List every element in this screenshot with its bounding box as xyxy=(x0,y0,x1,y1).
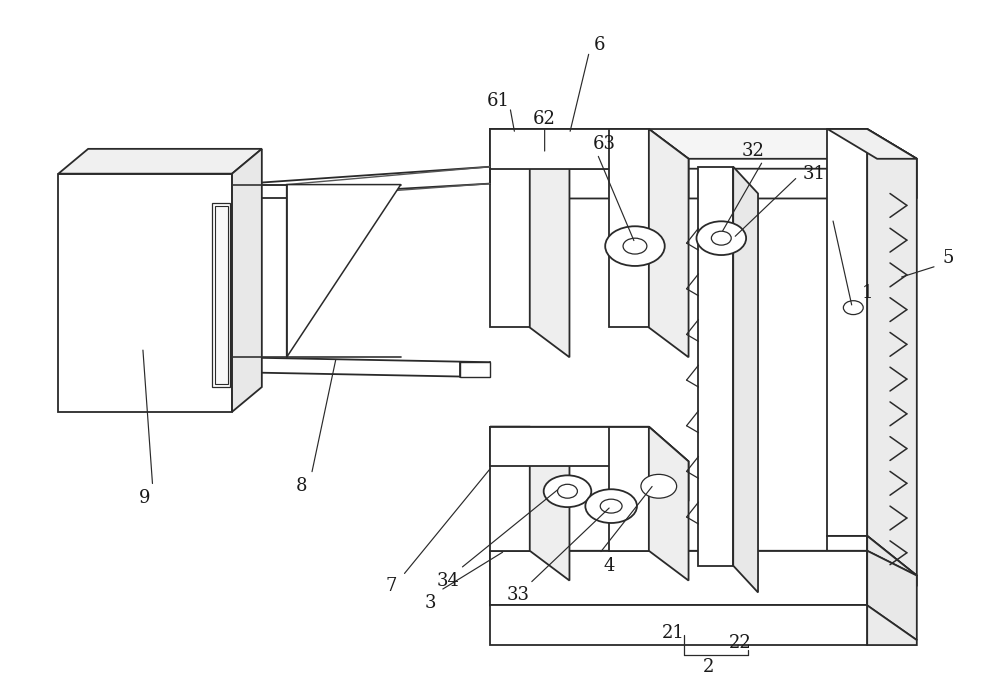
Ellipse shape xyxy=(558,484,577,498)
Polygon shape xyxy=(490,129,649,169)
Ellipse shape xyxy=(544,475,591,507)
Polygon shape xyxy=(58,174,232,412)
Polygon shape xyxy=(490,605,917,640)
Polygon shape xyxy=(490,129,569,159)
Polygon shape xyxy=(490,551,917,575)
Polygon shape xyxy=(490,169,917,198)
Polygon shape xyxy=(530,427,569,581)
Polygon shape xyxy=(649,427,689,501)
Polygon shape xyxy=(490,129,530,328)
Polygon shape xyxy=(212,204,230,387)
Ellipse shape xyxy=(605,226,665,266)
Polygon shape xyxy=(58,149,262,174)
Text: 61: 61 xyxy=(487,92,510,110)
Polygon shape xyxy=(827,129,867,536)
Ellipse shape xyxy=(623,238,647,254)
Polygon shape xyxy=(867,129,917,575)
Polygon shape xyxy=(649,129,689,357)
Polygon shape xyxy=(530,129,569,357)
Polygon shape xyxy=(490,427,530,551)
Text: 4: 4 xyxy=(603,556,615,575)
Text: 2: 2 xyxy=(703,658,714,676)
Ellipse shape xyxy=(585,489,637,523)
Ellipse shape xyxy=(641,475,677,498)
Text: 5: 5 xyxy=(943,249,954,267)
Polygon shape xyxy=(490,129,917,159)
Polygon shape xyxy=(490,129,540,198)
Ellipse shape xyxy=(696,221,746,255)
Polygon shape xyxy=(287,185,401,357)
Polygon shape xyxy=(232,185,287,198)
Text: 62: 62 xyxy=(533,110,556,128)
Polygon shape xyxy=(215,206,228,384)
Text: 32: 32 xyxy=(742,142,764,160)
Polygon shape xyxy=(649,427,689,581)
Polygon shape xyxy=(490,129,689,159)
Polygon shape xyxy=(733,167,758,592)
Text: 8: 8 xyxy=(296,477,307,496)
Polygon shape xyxy=(698,167,733,566)
Polygon shape xyxy=(649,129,689,198)
Ellipse shape xyxy=(711,232,731,245)
Ellipse shape xyxy=(600,499,622,513)
Text: 31: 31 xyxy=(803,165,826,183)
Polygon shape xyxy=(867,605,917,645)
Text: 33: 33 xyxy=(506,586,529,605)
Polygon shape xyxy=(232,149,262,412)
Text: 1: 1 xyxy=(861,284,873,302)
Polygon shape xyxy=(490,427,689,462)
Polygon shape xyxy=(827,129,917,159)
Polygon shape xyxy=(490,427,649,466)
Text: 6: 6 xyxy=(593,36,605,53)
Text: 7: 7 xyxy=(385,577,397,594)
Polygon shape xyxy=(490,551,540,605)
Text: 21: 21 xyxy=(662,624,685,642)
Polygon shape xyxy=(490,551,867,605)
Text: 3: 3 xyxy=(425,594,436,613)
Text: 9: 9 xyxy=(139,489,150,507)
Polygon shape xyxy=(460,362,490,377)
Ellipse shape xyxy=(843,301,863,315)
Polygon shape xyxy=(609,129,649,328)
Polygon shape xyxy=(867,551,917,640)
Polygon shape xyxy=(490,605,867,645)
Text: 22: 22 xyxy=(729,634,752,652)
Polygon shape xyxy=(490,427,569,462)
Polygon shape xyxy=(609,427,649,551)
Polygon shape xyxy=(867,536,917,586)
Polygon shape xyxy=(867,129,917,198)
Text: 63: 63 xyxy=(593,135,616,153)
Text: 34: 34 xyxy=(437,571,460,590)
Polygon shape xyxy=(827,536,867,586)
Polygon shape xyxy=(827,536,917,575)
